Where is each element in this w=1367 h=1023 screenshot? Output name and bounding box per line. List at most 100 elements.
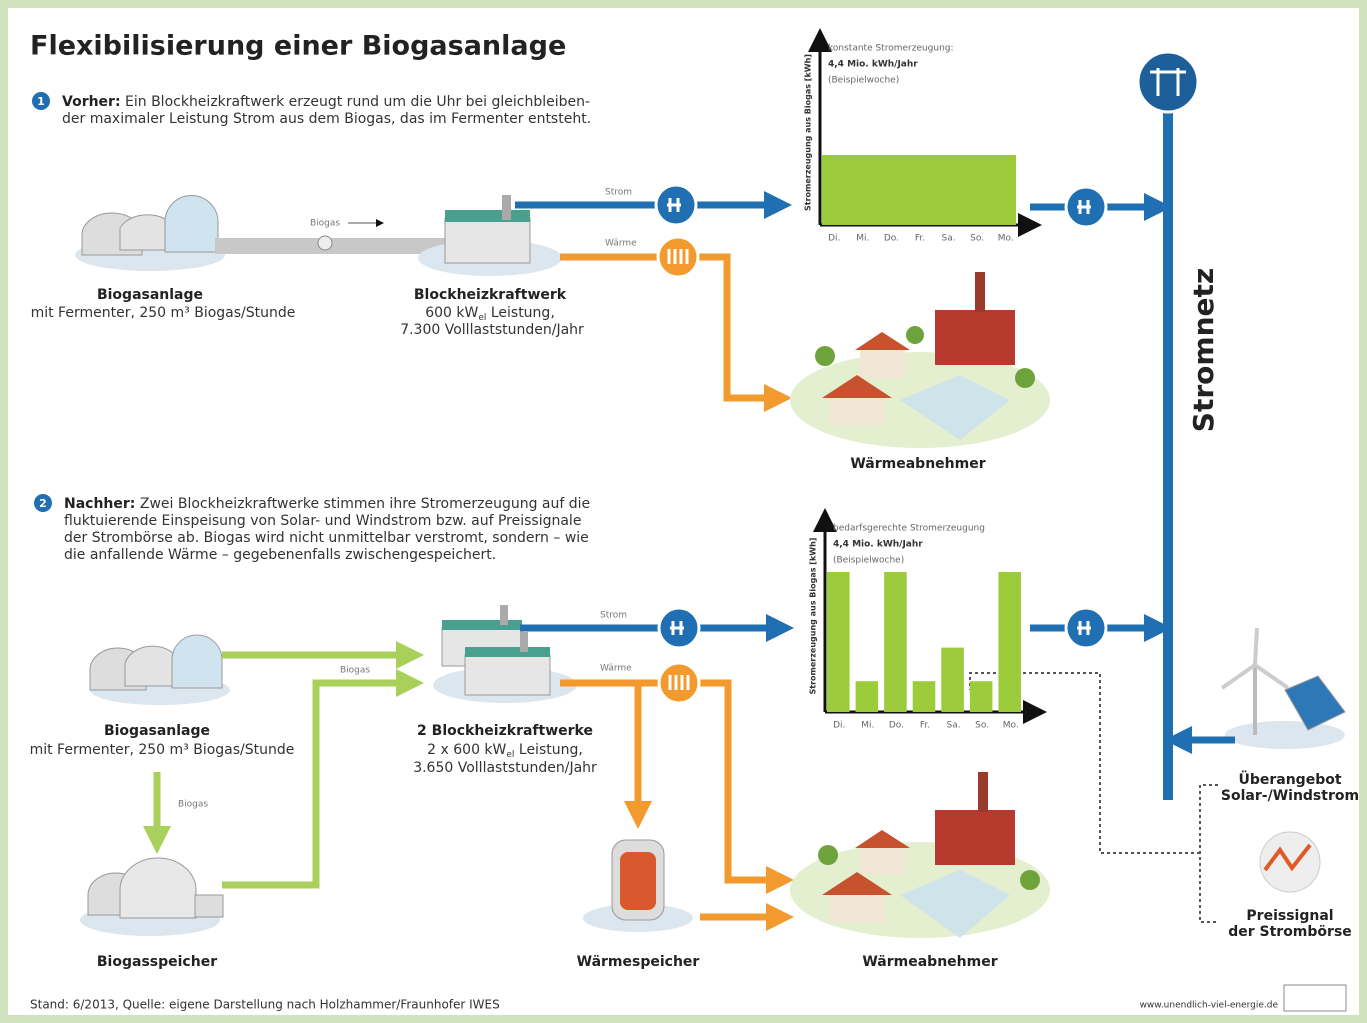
flow-label: Strom — [600, 611, 627, 621]
radiator-glyph — [668, 675, 690, 690]
node-title: 2 Blockheizkraftwerke — [417, 723, 593, 739]
caption-part: 600 kW — [425, 305, 478, 321]
step-line: Ein Blockheizkraftwerk erzeugt rund um d… — [125, 94, 590, 110]
step-line: fluktuierende Einspeisung von Solar- und… — [64, 513, 581, 529]
heat-consumer-icon — [790, 772, 1050, 938]
charts: Stromerzeugung aus Biogas [kWh] konstante… — [804, 28, 1047, 731]
heat-storage-icon — [583, 839, 693, 932]
badge-number: 1 — [37, 95, 45, 108]
x-tick-label: So. — [970, 234, 984, 244]
node-title: Preissignal — [1246, 908, 1333, 924]
step-line: Zwei Blockheizkraftwerke stimmen ihre St… — [140, 496, 590, 512]
heat-icon — [657, 661, 701, 705]
plug-glyph — [667, 198, 681, 212]
node-title: Biogasspeicher — [97, 954, 217, 970]
chart-note: bedarfsgerechte Stromerzeugung — [833, 524, 985, 534]
x-tick-label: Sa. — [947, 721, 961, 731]
node-title: Blockheizkraftwerk — [414, 287, 567, 303]
node-title: Biogasanlage — [97, 287, 203, 303]
heat-consumer-icon — [790, 272, 1050, 448]
badge — [32, 92, 50, 110]
pylon-glyph — [1150, 68, 1186, 96]
footer-source: Stand: 6/2013, Quelle: eigene Darstellun… — [30, 998, 500, 1012]
x-tick-label: Di. — [833, 721, 845, 731]
node-caption: 600 kWel Leistung, — [425, 305, 555, 323]
node-title: Wärmeabnehmer — [862, 954, 997, 970]
bar — [855, 681, 879, 712]
node-caption: 3.650 Volllaststunden/Jahr — [413, 760, 597, 776]
caption-sub: el — [478, 313, 486, 323]
bar — [998, 572, 1021, 712]
node-title: der Strombörse — [1228, 924, 1352, 940]
x-tick-label: Mo. — [998, 234, 1014, 244]
step-line: die anfallende Wärme – gegebenenfalls zw… — [64, 547, 496, 563]
gas-arrow — [222, 669, 424, 889]
title: Flexibilisierung einer Biogasanlage — [30, 31, 566, 62]
x-tick-label: Fr. — [920, 721, 930, 731]
price-glyph — [1263, 843, 1312, 872]
bar — [827, 572, 850, 712]
x-tick-label: Mi. — [861, 721, 874, 731]
signal-line — [969, 672, 1218, 923]
chart-note: (Beispielwoche) — [833, 556, 904, 566]
step-line: der maximaler Leistung Strom aus dem Bio… — [62, 111, 591, 127]
flow-label: Biogas — [310, 219, 340, 229]
caption-part: Leistung, — [514, 742, 582, 758]
node-title: Wärmespeicher — [577, 954, 700, 970]
x-tick-label: Di. — [828, 234, 840, 244]
chp-icon — [433, 605, 577, 703]
step-text: Nachher: Zwei Blockheizkraftwerke stimme… — [64, 496, 590, 512]
step-text: Vorher: Ein Blockheizkraftwerk erzeugt r… — [62, 94, 590, 110]
flow-label: Biogas — [340, 666, 370, 676]
x-tick-label: Mi. — [856, 234, 869, 244]
pylon-icon — [1136, 50, 1200, 114]
node-title: Solar-/Windstrom — [1221, 788, 1359, 804]
valve — [317, 235, 333, 251]
panel — [8, 8, 1359, 1015]
x-tick-label: Fr. — [915, 234, 925, 244]
plug-glyph — [1077, 200, 1091, 214]
badge — [34, 494, 52, 512]
node-title: Wärmeabnehmer — [850, 456, 985, 472]
caption-part: Leistung, — [486, 305, 554, 321]
flow-label: Wärme — [605, 239, 637, 249]
grid-label: Stromnetz — [1187, 268, 1220, 432]
bar — [912, 681, 936, 712]
caption-sub: el — [506, 750, 514, 760]
node-caption: mit Fermenter, 250 m³ Biogas/Stunde — [31, 305, 296, 321]
x-tick-label: So. — [975, 721, 989, 731]
heat-arrow — [560, 679, 794, 894]
flow-label: Strom — [605, 188, 632, 198]
chart-note: 4,4 Mio. kWh/Jahr — [833, 540, 923, 550]
x-tick-label: Sa. — [942, 234, 956, 244]
chp-icon — [418, 195, 562, 276]
badge-number: 2 — [39, 497, 47, 510]
node-title: Überangebot — [1238, 770, 1341, 788]
node-caption: 2 x 600 kWel Leistung, — [427, 742, 583, 760]
footer-url: www.unendlich-viel-energie.de — [1140, 1001, 1279, 1011]
flow-label: Wärme — [600, 664, 632, 674]
x-tick-label: Do. — [889, 721, 904, 731]
node-caption: 7.300 Volllaststunden/Jahr — [400, 322, 584, 338]
flow-label: Biogas — [178, 800, 208, 810]
grid-line-bar — [1163, 85, 1173, 800]
bar — [969, 681, 993, 712]
heat-icon — [656, 235, 700, 279]
heat-arrow — [560, 253, 792, 412]
bar — [941, 647, 964, 712]
bar — [884, 572, 907, 712]
radiator-glyph — [667, 249, 689, 264]
logo — [1283, 984, 1347, 1012]
plug-glyph — [1077, 621, 1091, 635]
chart-note: (Beispielwoche) — [828, 76, 899, 86]
y-axis-label: Stromerzeugung aus Biogas [kWh] — [804, 54, 813, 211]
chart-note: 4,4 Mio. kWh/Jahr — [828, 60, 918, 70]
gas-storage-icon — [80, 857, 224, 936]
renewables-icon — [1220, 627, 1346, 749]
plug-glyph — [670, 621, 684, 635]
node-caption: mit Fermenter, 250 m³ Biogas/Stunde — [30, 742, 295, 758]
chart-note: konstante Stromerzeugung: — [828, 44, 954, 54]
x-tick-label: Mo. — [1003, 721, 1019, 731]
x-tick-label: Do. — [884, 234, 899, 244]
